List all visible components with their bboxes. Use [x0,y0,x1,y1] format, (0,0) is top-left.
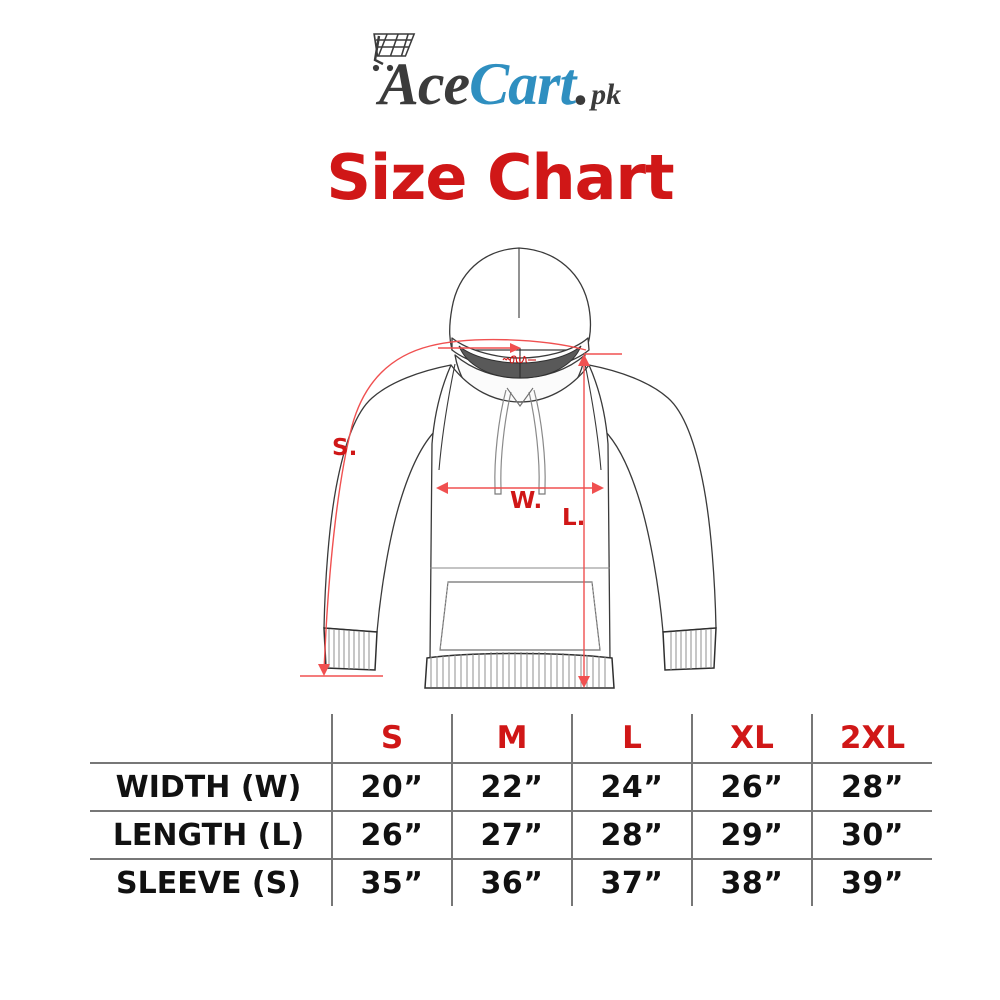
size-chart-table: S M L XL 2XL WIDTH (W) 20” 22” 24” 26” 2… [90,714,932,906]
cell-width-m: 22” [451,762,572,811]
drawstrings [494,389,546,495]
length-arrow-top [578,354,590,366]
left-sleeve [323,364,452,633]
header-size-m: M [451,714,572,763]
right-cuff [662,627,717,671]
brand-name-cart: Cart [469,51,576,117]
table-row: WIDTH (W) 20” 22” 24” 26” 28” [90,762,932,811]
cell-width-xl: 26” [691,762,812,811]
script-signature-icon [502,355,536,364]
hoodie-torso [429,364,611,661]
header-size-xl: XL [691,714,812,763]
sleeve-measure-label: S. [332,435,357,461]
header-size-2xl: 2XL [811,714,932,763]
table-header-row: S M L XL 2XL [90,714,932,763]
left-raglan-seam [438,363,456,471]
header-size-l: L [571,714,692,763]
cell-width-l: 24” [571,762,692,811]
brand-name-ace: Ace [378,51,470,117]
length-measure-label: L. [562,505,585,531]
hood-pointer-arrowhead [510,343,521,353]
ribbed-hem [424,652,615,689]
cell-width-2xl: 28” [811,762,932,811]
brand-tld: pk [591,78,622,111]
brand-logo: Ace Cart. pk [0,33,1000,122]
page-title: Size Chart [326,141,674,214]
cell-length-2xl: 30” [811,810,932,859]
measurement-lines [300,338,622,688]
cell-length-m: 27” [451,810,572,859]
cell-sleeve-2xl: 39” [811,858,932,906]
cell-sleeve-s: 35” [331,858,452,906]
width-arrow-right [592,482,604,494]
cell-sleeve-m: 36” [451,858,572,906]
cell-length-l: 28” [571,810,692,859]
pocket-right-stitch [591,581,601,651]
brand-dot: . [575,51,591,117]
hoodie-illustration: S. W. L. [300,247,717,689]
sleeve-arrowhead [318,664,330,676]
row-label-length: LENGTH (L) [90,810,332,859]
row-label-width: WIDTH (W) [90,762,332,811]
pocket-left-stitch [439,581,449,651]
cell-width-s: 20” [331,762,452,811]
shopping-cart-icon [372,33,416,72]
length-arrow-bottom [578,676,590,688]
hood-lining [458,345,582,379]
table-corner-cell [90,714,332,763]
width-arrow-left [436,482,448,494]
neck-v-opening [506,387,534,407]
hood-outer [449,247,592,351]
cell-length-xl: 29” [691,810,812,859]
right-sleeve [588,364,717,633]
table-row: SLEEVE (S) 35” 36” 37” 38” 39” [90,858,932,906]
width-measure-label: W. [510,488,542,514]
header-size-s: S [331,714,452,763]
right-raglan-seam [584,363,602,471]
cell-sleeve-xl: 38” [691,858,812,906]
row-label-sleeve: SLEEVE (S) [90,858,332,906]
left-cuff [323,627,378,671]
cell-sleeve-l: 37” [571,858,692,906]
cell-length-s: 26” [331,810,452,859]
table-row: LENGTH (L) 26” 27” 28” 29” 30” [90,810,932,859]
sleeve-measure-curve [323,338,587,671]
